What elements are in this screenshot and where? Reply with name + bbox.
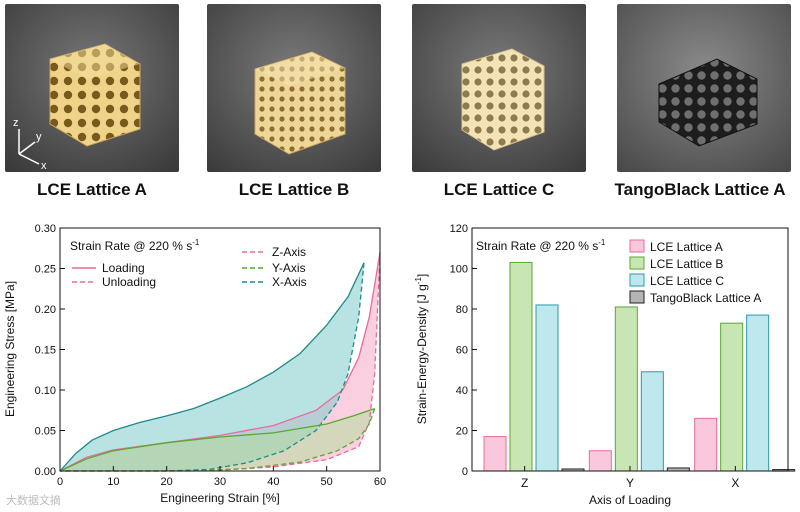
bar-y-tick-label: 40 <box>456 385 468 397</box>
line-y-tick-label: 0.05 <box>35 426 56 438</box>
strain-energy-bar-chart: Z Y X 0 20 40 60 80 100 120 Axis of Loading Strai… <box>400 212 800 512</box>
bar-lce-lattice-b-x <box>720 322 744 472</box>
photo-lce-lattice-a: z y x <box>5 4 179 172</box>
line-x-tick-label: 30 <box>214 476 226 488</box>
line-y-axis-label: Engineering Stress [MPa] <box>3 281 17 417</box>
bar-lce-lattice-c-z <box>535 304 559 472</box>
stress-strain-svg: 0 10 20 30 40 50 60 0.00 0.05 0.10 0.15 0.20 0.25 0.3… <box>3 223 386 505</box>
line-y-tick-label: 0.15 <box>35 345 56 357</box>
line-y-tick-label: 0.20 <box>35 304 56 316</box>
bar-legend-label: LCE Lattice B <box>650 257 723 271</box>
line-x-tick-label: 20 <box>161 476 173 488</box>
legend-x-axis-label: X-Axis <box>272 275 307 289</box>
bar-y-tick-label: 120 <box>450 223 468 235</box>
hysteresis-area-y-axis <box>60 408 375 471</box>
line-y-tick-label: 0.25 <box>35 264 56 276</box>
unloading-curve-x-axis <box>60 262 365 472</box>
bar-y-axis-label: Strain-Energy-Density [J g-1] <box>414 274 429 425</box>
legend-unloading-label: Unloading <box>102 275 156 289</box>
loading-curve-x-axis <box>59 262 365 472</box>
line-x-tick-label: 40 <box>267 476 279 488</box>
bar-legend-label: LCE Lattice C <box>650 274 724 288</box>
bar-y-tick-label: 100 <box>450 264 468 276</box>
lattice-b-image <box>207 4 381 172</box>
bar-legend-swatch <box>629 273 645 287</box>
line-x-tick-label: 50 <box>321 476 333 488</box>
photo-lce-lattice-c <box>412 4 586 172</box>
line-y-tick-label: 0.00 <box>35 466 56 478</box>
bar-x-axis-label: Axis of Loading <box>589 493 671 507</box>
bar-lce-lattice-c-x <box>746 314 770 472</box>
line-x-tick-label: 60 <box>374 476 386 488</box>
photo-lce-lattice-b <box>207 4 381 172</box>
lattice-c-image <box>412 4 586 172</box>
hysteresis-area-x-axis <box>60 262 364 471</box>
triad-y-label: y <box>36 131 42 143</box>
line-x-axis-label: Engineering Strain [%] <box>160 491 279 505</box>
bar-y-tick-label: 80 <box>456 304 468 316</box>
legend-z-axis-label: Z-Axis <box>272 245 306 259</box>
stress-strain-chart: 0 10 20 30 40 50 60 0.00 0.05 0.10 0.15 0.20 0.25 0.3… <box>0 212 400 512</box>
bar-legend-swatch <box>629 290 645 304</box>
watermark-text: 大数据文摘 <box>6 495 61 507</box>
triad-x-label: x <box>41 160 47 172</box>
photo-tangoblack-lattice-a <box>617 4 791 172</box>
loading-curve-z-axis <box>59 252 381 472</box>
bar-legend-swatch <box>629 239 645 253</box>
bar-y-tick-label: 20 <box>456 426 468 438</box>
tangoblack-lattice-image <box>617 4 791 172</box>
bar-lce-lattice-b-y <box>614 306 638 472</box>
legend-y-axis-label: Y-Axis <box>272 261 306 275</box>
line-x-tick-label: 0 <box>57 476 63 488</box>
bar-chart-svg: Z Y X 0 20 40 60 80 100 120 Axis of Loading Strai… <box>414 223 796 507</box>
bar-y-tick-label: 0 <box>462 466 468 478</box>
loading-curve-y-axis <box>59 407 375 472</box>
bar-category-label: X <box>731 476 739 490</box>
bar-legend-label: LCE Lattice A <box>650 240 723 254</box>
legend-loading-label: Loading <box>102 261 145 275</box>
line-y-tick-label: 0.30 <box>35 223 56 235</box>
bar-lce-lattice-b-z <box>509 261 533 472</box>
bar-lce-lattice-c-y <box>640 371 664 472</box>
bar-legend-label: TangoBlack Lattice A <box>650 291 761 305</box>
lattice-a-image: z y x <box>5 4 179 172</box>
line-strain-rate-annotation: Strain Rate @ 220 % s-1 <box>70 238 200 253</box>
bar-category-label: Z <box>521 476 528 490</box>
triad-z-label: z <box>13 117 19 129</box>
photo-label-c: LCE Lattice C <box>443 180 555 199</box>
axes-triad-icon <box>18 129 40 165</box>
bar-lce-lattice-a-y <box>588 450 612 472</box>
bar-lce-lattice-a-z <box>483 436 507 472</box>
photo-label-b: LCE Lattice B <box>238 180 350 199</box>
bar-category-label: Y <box>626 476 634 490</box>
photo-label-a: LCE Lattice A <box>37 180 147 199</box>
unloading-curve-z-axis <box>60 252 381 472</box>
bar-legend-swatch <box>629 256 645 270</box>
line-y-tick-label: 0.10 <box>35 385 56 397</box>
line-x-tick-label: 10 <box>107 476 119 488</box>
bar-strain-rate-annotation: Strain Rate @ 220 % s-1 <box>476 238 606 253</box>
bar-lce-lattice-a-x <box>694 417 718 472</box>
bar-y-tick-label: 60 <box>456 345 468 357</box>
photo-label-d: TangoBlack Lattice A <box>614 180 786 199</box>
